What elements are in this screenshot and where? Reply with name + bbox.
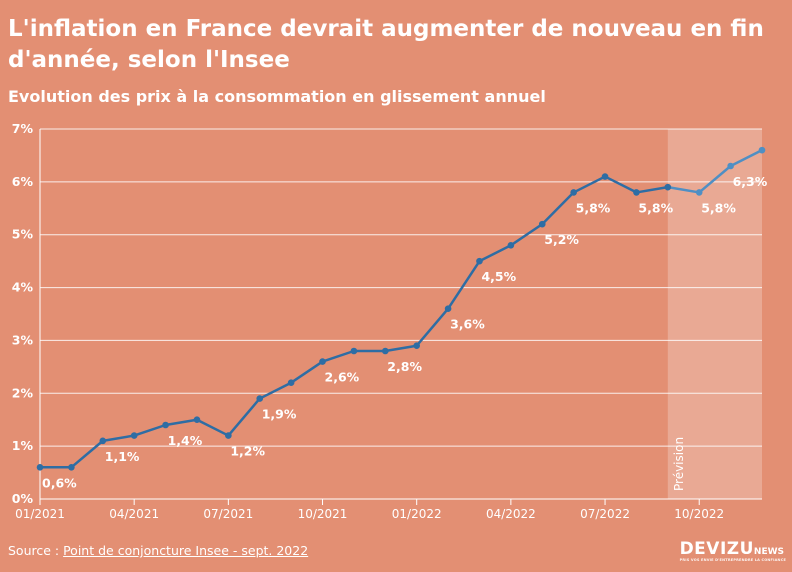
x-tick-label: 01/2021	[15, 507, 65, 521]
data-point	[507, 241, 515, 249]
data-point	[36, 463, 44, 471]
y-tick-label: 6%	[12, 174, 34, 189]
data-label: 0,6%	[42, 475, 77, 490]
data-label: 1,2%	[230, 444, 265, 459]
data-point	[130, 432, 138, 439]
x-tick-label: 10/2021	[298, 507, 348, 521]
x-tick-label: 04/2022	[486, 507, 536, 521]
data-point	[68, 463, 75, 471]
data-label: 5,2%	[544, 232, 579, 247]
data-label: 6,3%	[733, 174, 768, 189]
data-point	[758, 146, 766, 154]
data-point	[193, 416, 201, 424]
y-tick-label: 3%	[12, 332, 34, 347]
data-label: 5,8%	[638, 200, 673, 215]
data-label: 1,9%	[262, 407, 297, 422]
data-point	[413, 342, 420, 350]
data-point	[633, 189, 640, 196]
source-prefix: Source :	[8, 543, 64, 558]
data-point	[695, 189, 703, 196]
brand-suffix: NEWS	[753, 547, 784, 557]
data-point	[225, 432, 232, 439]
data-label: 1,1%	[105, 449, 140, 464]
source-link[interactable]: Point de conjoncture Insee - sept. 2022	[63, 543, 309, 558]
data-label: 3,6%	[450, 317, 485, 332]
data-label: 5,8%	[576, 200, 611, 215]
data-label: 2,6%	[325, 370, 360, 385]
data-point	[99, 437, 107, 445]
data-label: 5,8%	[701, 200, 736, 215]
y-tick-label: 1%	[12, 438, 34, 453]
data-labels: 0,6% 1,1% 1,4% 1,2% 1,9% 2,6% 2,8% 3,6% 4,5% 5,2%…	[42, 174, 768, 490]
x-tick-label: 01/2022	[392, 507, 442, 521]
data-point	[444, 305, 452, 313]
data-label: 1,4%	[168, 433, 203, 448]
x-tick-label: 07/2021	[203, 507, 253, 521]
data-point	[538, 220, 546, 228]
x-tick-label: 04/2021	[109, 507, 159, 521]
gridlines	[40, 128, 762, 500]
chart-subtitle: Evolution des prix à la consommation en …	[8, 87, 546, 106]
axes: 0% 1% 2% 3% 4% 5% 6% 7% 01/2021 04/2021 07/2021 10/…	[12, 121, 762, 521]
data-points	[36, 146, 766, 471]
y-tick-label: 7%	[12, 121, 34, 136]
series-line-layer	[40, 149, 763, 469]
data-point	[256, 395, 264, 402]
y-tick-label: 0%	[12, 491, 34, 506]
data-point	[476, 257, 483, 265]
y-tick-label: 5%	[12, 227, 34, 242]
x-tick-label: 07/2022	[580, 507, 630, 521]
y-tick-label: 4%	[12, 280, 34, 295]
y-tick-label: 2%	[12, 385, 34, 400]
series-line	[40, 175, 669, 469]
source-note: Source : Point de conjoncture Insee - se…	[8, 543, 308, 558]
x-tick-label: 10/2022	[674, 507, 724, 521]
data-point	[287, 379, 295, 387]
forecast-line	[667, 149, 763, 194]
brand-logo[interactable]: DEVIZUNEWS PRIS VOS ENVIE D'ENTREPRENDRE…	[679, 539, 787, 562]
chart-title: L'inflation en France devrait augmenter …	[8, 16, 764, 73]
data-point	[382, 347, 389, 355]
data-point	[664, 183, 672, 191]
data-point	[727, 162, 734, 170]
data-label: 4,5%	[481, 269, 516, 284]
forecast-label: Prévision	[672, 437, 686, 491]
data-point	[601, 173, 609, 180]
data-label: 2,8%	[387, 359, 422, 374]
brand-name: DEVIZU	[679, 539, 754, 559]
brand-tagline: PRIS VOS ENVIE D'ENTREPRENDRE LA CONFIAN…	[679, 558, 787, 562]
data-point	[162, 421, 169, 429]
data-point	[570, 189, 577, 196]
data-point	[350, 347, 358, 355]
data-point	[319, 358, 326, 365]
